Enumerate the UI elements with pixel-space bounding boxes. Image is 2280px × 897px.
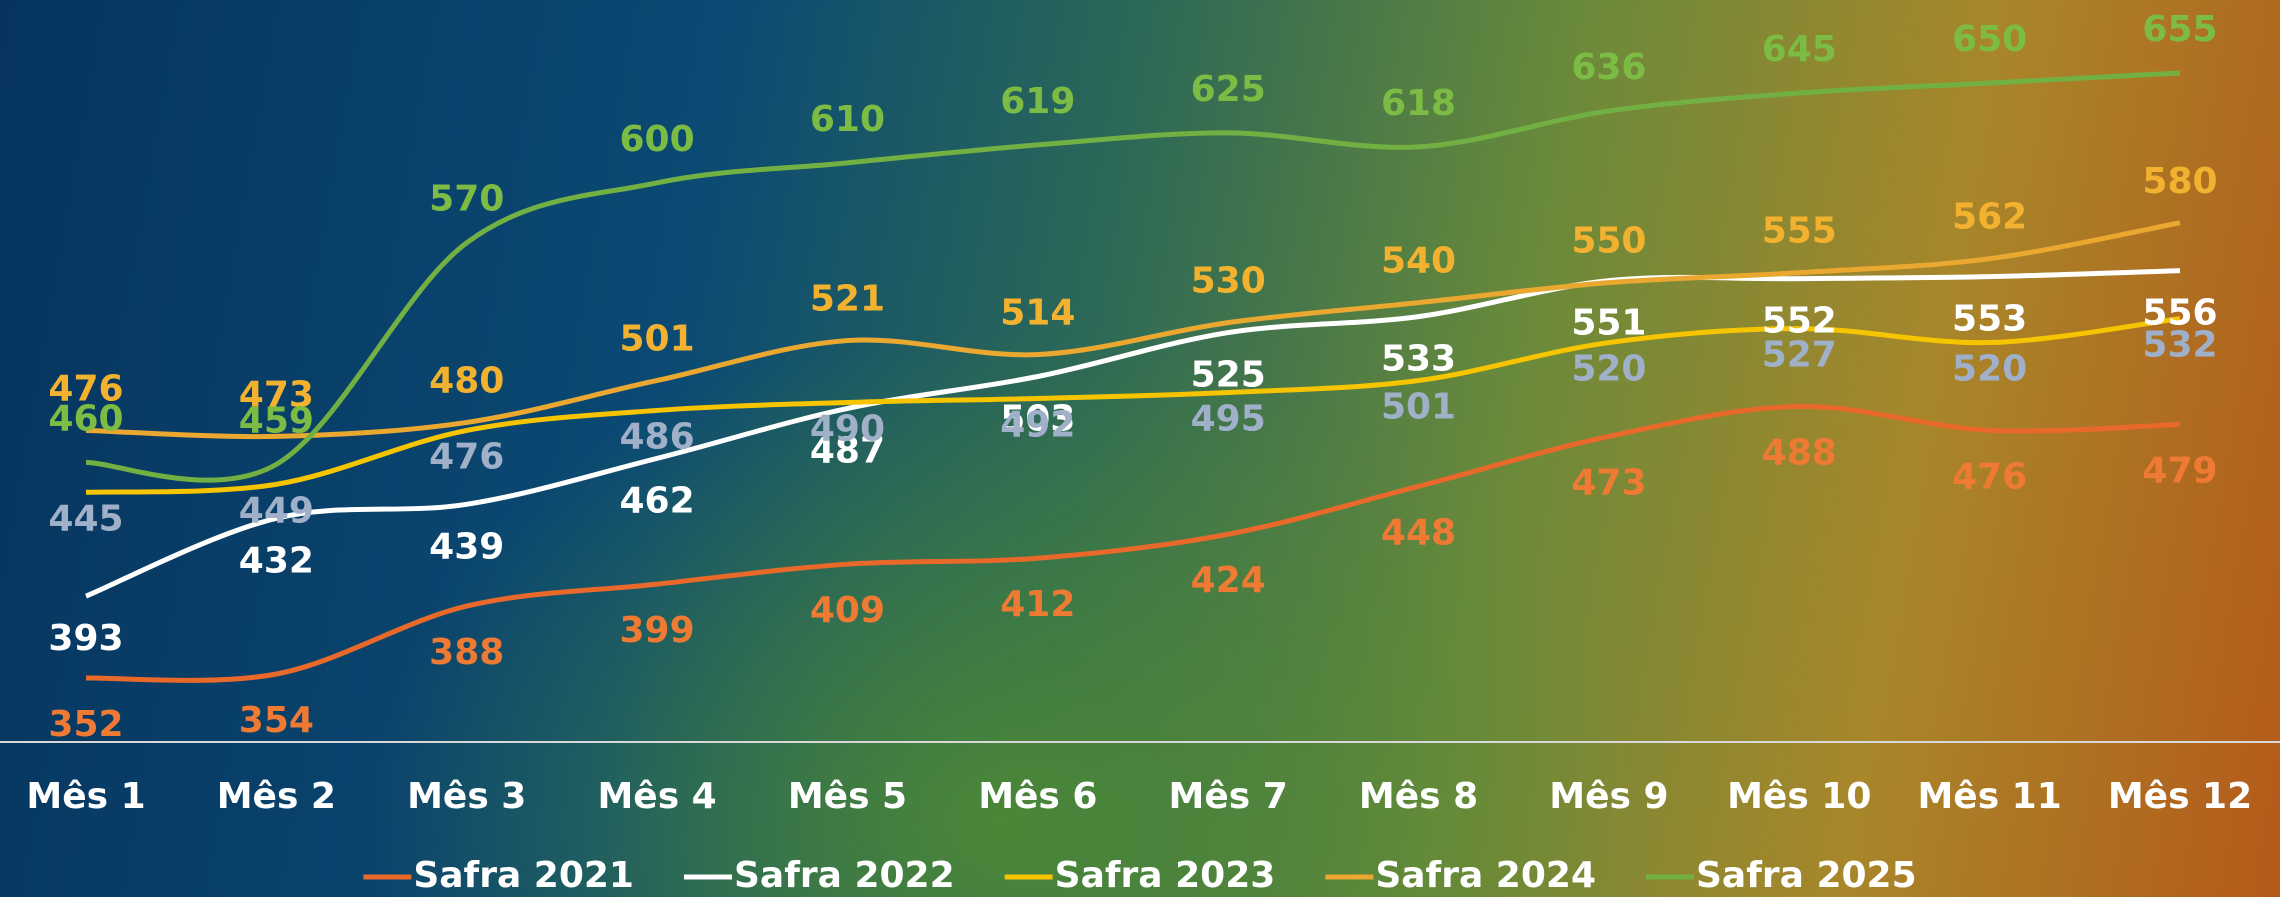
legend-label: Safra 2021 (413, 855, 634, 896)
data-label: 459 (239, 400, 314, 441)
x-tick-label: Mês 6 (978, 776, 1097, 817)
x-tick-label: Mês 4 (597, 776, 716, 817)
data-label: 550 (1571, 221, 1646, 262)
data-label: 354 (239, 700, 314, 741)
data-label: 636 (1571, 47, 1646, 88)
data-label: 533 (1381, 339, 1456, 380)
data-label: 476 (1952, 456, 2027, 497)
data-label: 486 (620, 416, 695, 457)
data-label: 473 (1571, 462, 1646, 503)
data-label: 619 (1000, 81, 1075, 122)
x-tick-label: Mês 10 (1727, 776, 1871, 817)
data-label: 600 (620, 119, 695, 160)
x-tick-label: Mês 8 (1359, 776, 1478, 817)
data-label: 409 (810, 590, 885, 631)
data-label: 490 (810, 408, 885, 449)
data-label: 562 (1952, 197, 2027, 238)
data-label: 645 (1762, 29, 1837, 70)
data-label: 520 (1952, 349, 2027, 390)
data-label: 527 (1762, 335, 1837, 376)
data-label: 580 (2142, 161, 2217, 202)
data-label: 448 (1381, 512, 1456, 553)
data-label: 445 (48, 498, 123, 539)
data-label: 476 (429, 436, 504, 477)
page: Mês 1 Mês 2 Mês 3 Mês 4 Mês 5 Mês 6 Mês 7 Mês 8… (0, 0, 2280, 897)
series-line (86, 319, 2180, 493)
data-label: 480 (429, 360, 504, 401)
data-label: 439 (429, 526, 504, 567)
data-label: 501 (620, 318, 695, 359)
data-label: 551 (1571, 303, 1646, 344)
x-tick-label: Mês 5 (788, 776, 907, 817)
data-label: 540 (1381, 241, 1456, 282)
data-label: 352 (48, 704, 123, 745)
data-label: 525 (1191, 355, 1266, 396)
legend-label: Safra 2022 (734, 855, 955, 896)
data-label: 655 (2142, 9, 2217, 50)
data-label: 610 (810, 99, 885, 140)
data-label: 492 (1000, 404, 1075, 445)
data-label: 488 (1762, 432, 1837, 473)
data-label: 432 (239, 540, 314, 581)
data-label: 555 (1762, 211, 1837, 252)
x-tick-label: Mês 9 (1549, 776, 1668, 817)
data-label: 460 (48, 398, 123, 439)
data-label: 424 (1191, 560, 1266, 601)
x-tick-label: Mês 7 (1169, 776, 1288, 817)
data-label: 399 (620, 610, 695, 651)
data-label: 449 (239, 490, 314, 531)
x-tick-label: Mês 2 (217, 776, 336, 817)
data-label: 388 (429, 632, 504, 673)
data-label: 618 (1381, 83, 1456, 124)
data-label: 532 (2142, 325, 2217, 366)
data-label: 521 (810, 279, 885, 320)
data-label: 530 (1191, 261, 1266, 302)
x-tick-label: Mês 1 (26, 776, 145, 817)
x-tick-label: Mês 3 (407, 776, 526, 817)
data-label: 514 (1000, 293, 1075, 334)
series-line (86, 223, 2180, 437)
chart: Mês 1 Mês 2 Mês 3 Mês 4 Mês 5 Mês 6 Mês 7 Mês 8… (0, 0, 2280, 897)
legend-label: Safra 2025 (1696, 855, 1917, 896)
data-label: 462 (620, 480, 695, 521)
x-tick-label: Mês 12 (2108, 776, 2252, 817)
data-label: 520 (1571, 349, 1646, 390)
data-label: 495 (1191, 398, 1266, 439)
data-label: 570 (429, 179, 504, 220)
legend-label: Safra 2024 (1375, 855, 1596, 896)
data-label: 412 (1000, 584, 1075, 625)
data-label: 650 (1952, 19, 2027, 60)
data-label: 479 (2142, 450, 2217, 491)
x-tick-label: Mês 11 (1917, 776, 2061, 817)
data-label: 393 (48, 618, 123, 659)
data-label: 625 (1191, 69, 1266, 110)
legend-label: Safra 2023 (1055, 855, 1276, 896)
data-label: 501 (1381, 386, 1456, 427)
data-label: 553 (1952, 299, 2027, 340)
